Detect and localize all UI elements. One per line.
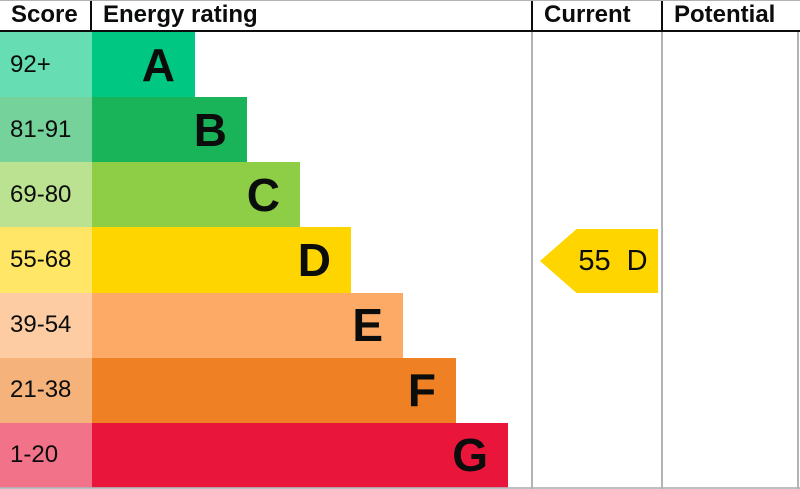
band-letter: G (452, 429, 488, 482)
current-column-header: Current (533, 1, 663, 30)
band-letter: D (297, 233, 331, 286)
table-bottom-border (0, 487, 800, 489)
band-row-d: 55-68 D (0, 227, 800, 293)
band-row-b: 81-91 B (0, 97, 800, 163)
band-bar-f: F (92, 357, 456, 423)
band-score-range: 69-80 (0, 162, 92, 228)
band-score-range: 1-20 (0, 422, 92, 488)
band-bar-a: A (92, 32, 195, 98)
potential-column-header: Potential (674, 1, 776, 28)
band-letter: B (193, 103, 227, 156)
band-row-g: 1-20 G (0, 422, 800, 488)
band-row-e: 39-54 E (0, 292, 800, 358)
band-letter: C (246, 168, 280, 221)
band-bar-e: E (92, 292, 403, 358)
bands-container: 92+ A 81-91 B 69-80 C 55-68 D 39-54 E 21-38 F 1-20 G (0, 32, 800, 488)
band-row-c: 69-80 C (0, 162, 800, 228)
band-letter: F (407, 364, 436, 417)
band-score-range: 39-54 (0, 292, 92, 358)
band-row-f: 21-38 F (0, 357, 800, 423)
band-score-range: 81-91 (0, 97, 92, 163)
header-row: Score Energy rating Current Potential (0, 1, 800, 32)
band-score-range: 55-68 (0, 227, 92, 293)
band-letter: E (352, 299, 383, 352)
current-rating-label: 55 D (578, 244, 648, 277)
band-score-range: 92+ (0, 32, 92, 98)
band-row-a: 92+ A (0, 32, 800, 98)
band-score-range: 21-38 (0, 357, 92, 423)
energy-rating-column-header: Energy rating (92, 1, 533, 30)
table-right-border (797, 32, 799, 489)
current-column-left-divider (531, 32, 533, 489)
band-bar-d: D (92, 227, 351, 293)
band-bar-c: C (92, 162, 300, 228)
band-bar-g: G (92, 422, 508, 488)
band-bar-b: B (92, 97, 247, 163)
score-column-header: Score (0, 1, 92, 30)
potential-column-left-divider (661, 32, 663, 489)
band-letter: A (141, 38, 175, 91)
